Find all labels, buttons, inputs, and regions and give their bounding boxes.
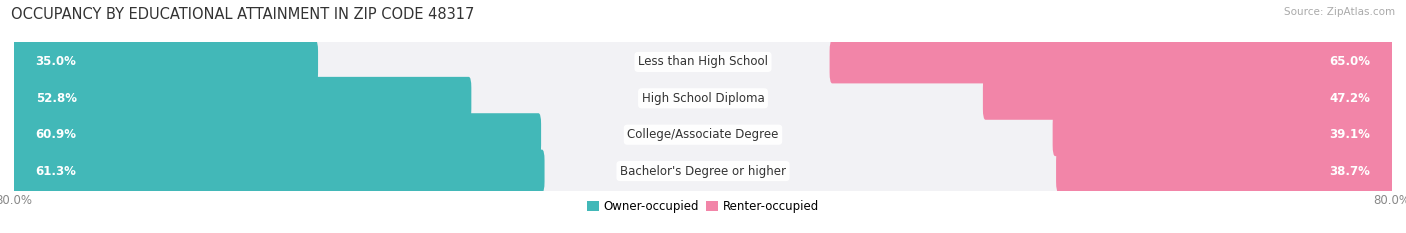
- FancyBboxPatch shape: [17, 108, 1389, 161]
- FancyBboxPatch shape: [830, 41, 1395, 83]
- FancyBboxPatch shape: [17, 35, 1389, 89]
- FancyBboxPatch shape: [11, 41, 318, 83]
- Text: 39.1%: 39.1%: [1330, 128, 1371, 141]
- Text: 35.0%: 35.0%: [35, 55, 76, 69]
- Text: College/Associate Degree: College/Associate Degree: [627, 128, 779, 141]
- Text: 61.3%: 61.3%: [35, 164, 76, 178]
- FancyBboxPatch shape: [17, 72, 1389, 125]
- FancyBboxPatch shape: [14, 103, 1392, 166]
- FancyBboxPatch shape: [11, 113, 541, 156]
- FancyBboxPatch shape: [17, 144, 1389, 198]
- Text: Source: ZipAtlas.com: Source: ZipAtlas.com: [1284, 7, 1395, 17]
- FancyBboxPatch shape: [14, 30, 1392, 94]
- Text: Less than High School: Less than High School: [638, 55, 768, 69]
- Text: 52.8%: 52.8%: [35, 92, 76, 105]
- Text: High School Diploma: High School Diploma: [641, 92, 765, 105]
- FancyBboxPatch shape: [11, 150, 544, 192]
- FancyBboxPatch shape: [1053, 113, 1395, 156]
- Text: Bachelor's Degree or higher: Bachelor's Degree or higher: [620, 164, 786, 178]
- Text: 47.2%: 47.2%: [1330, 92, 1371, 105]
- FancyBboxPatch shape: [14, 67, 1392, 130]
- Text: 38.7%: 38.7%: [1330, 164, 1371, 178]
- Text: 60.9%: 60.9%: [35, 128, 76, 141]
- Text: OCCUPANCY BY EDUCATIONAL ATTAINMENT IN ZIP CODE 48317: OCCUPANCY BY EDUCATIONAL ATTAINMENT IN Z…: [11, 7, 475, 22]
- FancyBboxPatch shape: [1056, 150, 1395, 192]
- Legend: Owner-occupied, Renter-occupied: Owner-occupied, Renter-occupied: [582, 195, 824, 218]
- FancyBboxPatch shape: [983, 77, 1395, 120]
- FancyBboxPatch shape: [11, 77, 471, 120]
- FancyBboxPatch shape: [14, 139, 1392, 203]
- Text: 65.0%: 65.0%: [1330, 55, 1371, 69]
